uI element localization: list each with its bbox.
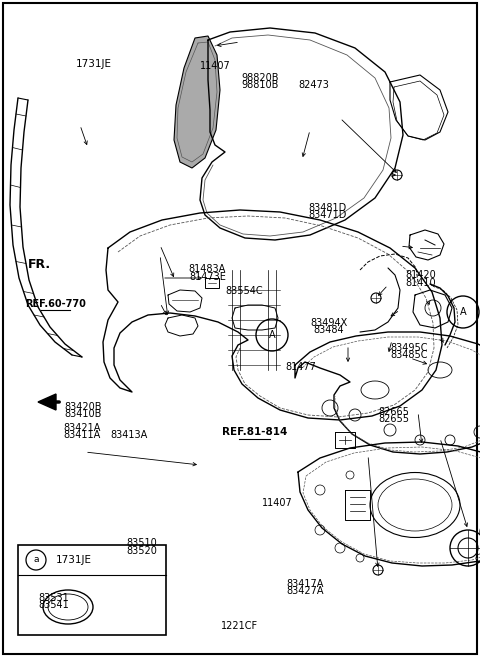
Text: 81477: 81477	[286, 362, 316, 373]
Text: 82473: 82473	[299, 80, 329, 91]
Text: REF.81-814: REF.81-814	[222, 427, 287, 438]
Text: 83485C: 83485C	[390, 350, 428, 361]
Text: 83494X: 83494X	[310, 317, 348, 328]
Polygon shape	[38, 394, 56, 410]
Text: 83413A: 83413A	[110, 430, 147, 440]
Text: 83411A: 83411A	[63, 430, 100, 440]
Text: 83420B: 83420B	[64, 401, 102, 412]
Text: 81483A: 81483A	[189, 264, 226, 275]
Text: 83541: 83541	[39, 600, 70, 610]
Text: 83520: 83520	[126, 545, 157, 556]
Text: 1221CF: 1221CF	[221, 621, 259, 631]
Text: FR.: FR.	[28, 258, 51, 271]
Text: 81420: 81420	[406, 270, 436, 281]
Text: 83427A: 83427A	[286, 586, 324, 597]
Bar	[18, 545, 166, 635]
Text: 82665: 82665	[378, 407, 409, 417]
Polygon shape	[174, 36, 220, 168]
Text: 83510: 83510	[126, 538, 157, 549]
Text: 83471D: 83471D	[309, 210, 347, 220]
Text: a: a	[33, 556, 39, 564]
Text: 83481D: 83481D	[309, 202, 347, 213]
Text: A: A	[460, 307, 466, 317]
Text: 1731JE: 1731JE	[76, 58, 111, 69]
Text: 83410B: 83410B	[64, 409, 102, 419]
Text: 11407: 11407	[262, 497, 293, 508]
Text: 81410: 81410	[406, 277, 436, 288]
Text: REF.60-770: REF.60-770	[25, 298, 85, 309]
Text: 82655: 82655	[378, 414, 409, 424]
Bar	[205, 278, 219, 288]
Text: A: A	[269, 330, 276, 340]
Text: 81473E: 81473E	[189, 271, 226, 282]
Text: 11407: 11407	[200, 60, 230, 71]
Text: 83495C: 83495C	[390, 343, 428, 353]
Text: 83484: 83484	[313, 325, 344, 335]
Text: 98810B: 98810B	[241, 80, 279, 91]
Text: 83554C: 83554C	[225, 286, 263, 296]
Text: 98820B: 98820B	[241, 73, 279, 83]
Text: 83421A: 83421A	[63, 422, 100, 433]
Text: 83531: 83531	[39, 593, 70, 603]
Text: 83417A: 83417A	[286, 579, 324, 589]
Text: 1731JE: 1731JE	[56, 555, 92, 565]
